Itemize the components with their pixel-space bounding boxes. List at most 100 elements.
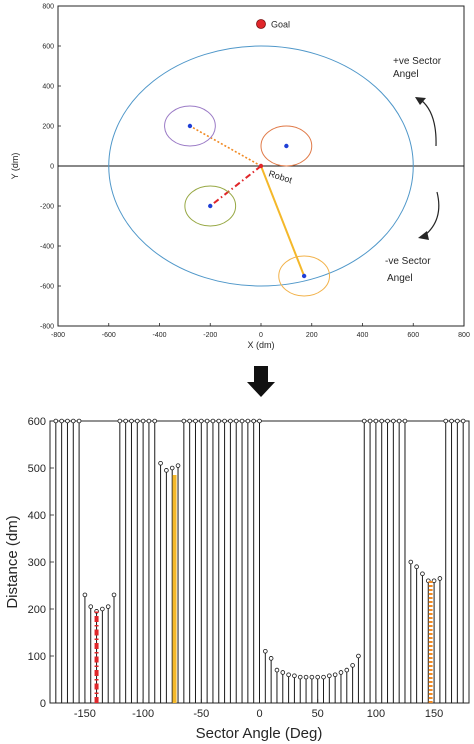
sector-stem-marker — [268, 656, 274, 661]
sector-y-tick-label: 600 — [28, 416, 46, 428]
sector-stem-marker — [129, 418, 134, 424]
sector-x-tick-label: 0 — [256, 708, 262, 720]
sector-stem-marker — [59, 418, 64, 424]
map-axis-ticks: -800 -600 -400 -200 0 200 400 600 800 -800 -600 -40… — [40, 4, 470, 340]
obstacle-center-4 — [301, 273, 307, 279]
map-y-tick-label: 0 — [50, 164, 54, 171]
sector-stem-marker — [361, 418, 367, 424]
sector-stem-marker — [332, 672, 338, 678]
sector-stem-marker — [233, 418, 239, 424]
sector-stem-marker — [315, 674, 320, 680]
sector-stem-marker — [327, 673, 332, 679]
sector-stem-marker — [146, 418, 152, 424]
sector-stem-marker — [216, 418, 222, 424]
negative-angle-label-line1: -ve Sector — [385, 256, 431, 267]
sector-stem-marker — [321, 674, 326, 680]
sector-stem-marker — [373, 418, 379, 424]
negative-angle-label-line2: Angel — [387, 273, 413, 284]
goal-label: Goal — [271, 20, 290, 30]
sector-stem-marker — [222, 418, 227, 424]
sector-stem-marker — [443, 418, 449, 424]
sector-stem-marker — [53, 418, 59, 424]
robot-marker — [258, 163, 264, 169]
sector-stem-marker — [140, 418, 146, 424]
sector-stem-marker — [105, 604, 111, 609]
sector-stem-marker — [280, 670, 286, 675]
sector-stem-marker — [274, 667, 280, 673]
obstacle-circle-4 — [278, 255, 331, 297]
sector-stem-marker — [111, 592, 117, 598]
sector-stem-marker — [420, 571, 425, 577]
sector-stem-marker — [169, 465, 175, 471]
sector-x-tick-label: -150 — [74, 708, 96, 720]
obstacle-center-2 — [284, 143, 289, 149]
obstacle-circle-2 — [260, 125, 313, 167]
sector-stem-marker — [187, 418, 192, 424]
sector-stem-marker — [181, 418, 187, 424]
sector-stem-marker — [263, 648, 268, 654]
sector-stem-marker — [82, 592, 88, 598]
sector-stem-marker — [379, 418, 385, 424]
map-x-tick-label: -400 — [152, 332, 166, 339]
sector-stem-marker — [402, 418, 408, 424]
obstacle-link-3 — [209, 165, 262, 207]
sector-stem-marker — [414, 564, 419, 570]
sector-y-tick-label: 300 — [28, 557, 46, 569]
positive-rotation-arrowhead-icon — [415, 97, 426, 105]
obstacle-center-1 — [187, 123, 193, 129]
positive-angle-label-line2: Angel — [393, 69, 419, 80]
sector-x-tick-label: 150 — [425, 708, 443, 720]
map-y-axis-label: Y (dm) — [10, 153, 20, 180]
positive-angle-label-line1: +ve Sector — [393, 56, 442, 67]
sector-stem-marker — [408, 559, 414, 565]
map-x-tick-label: 200 — [306, 332, 318, 339]
map-y-tick-label: 400 — [42, 84, 54, 91]
sector-stem-marker — [396, 418, 402, 424]
sector-stem-marker — [297, 674, 303, 680]
sector-y-axis-label: Distance (dm) — [4, 515, 21, 608]
sector-y-tick-label: 0 — [40, 698, 46, 710]
sector-stem-marker — [455, 418, 460, 424]
sector-stem-marker — [385, 418, 390, 424]
sector-stem-marker — [70, 418, 76, 424]
sector-stem-marker — [367, 418, 373, 424]
sector-x-axis-label: Sector Angle (Deg) — [196, 725, 323, 742]
sector-stem-marker — [391, 418, 396, 424]
obstacle-center-3 — [208, 203, 213, 209]
map-x-tick-label: -800 — [51, 332, 65, 339]
map-y-tick-label: -400 — [40, 244, 54, 251]
positive-rotation-arrow-icon — [420, 99, 437, 147]
sector-stem-marker — [338, 670, 344, 675]
sector-stem-marker — [431, 578, 437, 584]
map-x-tick-label: 400 — [357, 332, 369, 339]
sector-stem-marker — [239, 418, 245, 424]
sector-y-tick-label: 500 — [28, 463, 46, 475]
map-chart: -800 -600 -400 -200 0 200 400 600 800 -800 -600 -40… — [10, 4, 470, 351]
sector-stem-marker — [344, 667, 350, 673]
obstacle-circle-1 — [164, 105, 216, 147]
sector-stem-marker — [199, 418, 204, 424]
sector-stem-marker — [175, 463, 181, 468]
sector-stem-marker — [350, 663, 355, 668]
map-y-tick-label: -600 — [40, 284, 54, 291]
sector-stem-marker — [158, 461, 163, 466]
sector-stem-marker — [76, 418, 82, 424]
map-x-tick-label: 800 — [458, 332, 470, 339]
sector-stem-marker — [65, 418, 70, 424]
sector-stem-marker — [204, 418, 210, 424]
sector-x-tick-label: -50 — [193, 708, 209, 720]
map-y-tick-label: -800 — [40, 324, 54, 331]
obstacle-link-4 — [260, 165, 306, 277]
sector-stem-marker — [257, 418, 262, 424]
transform-arrow — [247, 366, 275, 397]
map-x-tick-label: -200 — [203, 332, 217, 339]
down-arrow-icon — [247, 366, 275, 397]
sector-x-tick-label: 50 — [312, 708, 324, 720]
map-x-tick-label: -600 — [102, 332, 116, 339]
sector-stem-marker — [152, 418, 158, 424]
sector-stem-marker — [286, 672, 291, 678]
obstacle-link-1 — [189, 125, 262, 167]
sector-stem-marker — [251, 418, 256, 424]
sector-stem-marker — [164, 468, 169, 473]
